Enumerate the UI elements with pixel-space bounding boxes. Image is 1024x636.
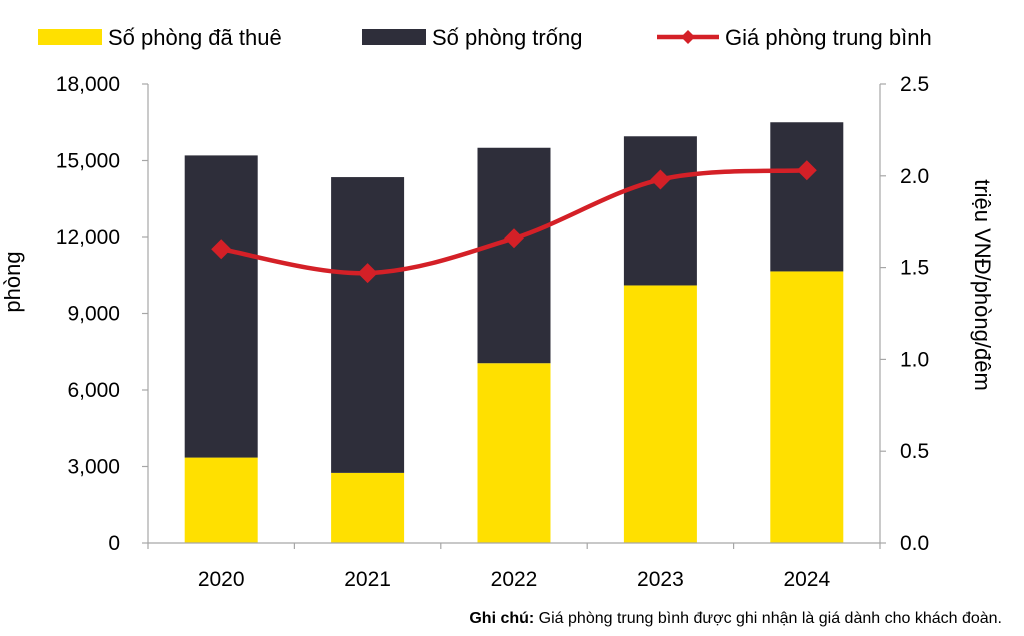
x-tick-label: 2021 [344,568,391,591]
price-line-series [211,160,817,284]
y-tick-label: 3,000 [67,456,120,479]
y2-tick-label: 0.5 [900,440,929,463]
price-point-2024 [796,160,817,181]
y-tick-label: 18,000 [56,73,120,96]
y-tick-label: 0 [108,532,120,555]
footnote-label: Ghi chú: [469,610,535,627]
axes: 0 3,000 6,000 9,000 12,000 15,000 18,000 0.0 0.5… [56,73,929,591]
bar-rented-2022 [477,363,551,543]
bars [184,122,844,543]
bar-vacant-2020 [184,155,258,458]
footnote-text: Giá phòng trung bình được ghi nhận là gi… [534,610,1002,627]
legend: Số phòng đã thuê Số phòng trống Giá phòng … [38,25,932,50]
bar-vacant-2022 [477,147,551,364]
y2-tick-label: 0.0 [900,532,929,555]
y2-tick-label: 1.0 [900,348,929,371]
legend-rented-swatch [38,29,102,45]
y-tick-label: 9,000 [67,303,120,326]
y2-tick-label: 2.5 [900,73,929,96]
x-tick-label: 2020 [198,568,245,591]
price-point-2020 [211,239,232,260]
legend-vacant-label: Số phòng trống [432,25,582,50]
price-point-2021 [357,263,378,284]
bar-rented-2023 [623,285,697,543]
price-point-2022 [504,228,524,249]
legend-price-label: Giá phòng trung bình [725,25,932,50]
chart: Số phòng đã thuê Số phòng trống Giá phòng … [0,25,995,591]
x-tick-label: 2024 [783,568,830,591]
legend-price: Giá phòng trung bình [657,25,932,50]
legend-rented: Số phòng đã thuê [38,25,282,50]
x-tick-label: 2022 [491,568,538,591]
y-axis-title: phòng [0,251,25,312]
x-tick-label: 2023 [637,568,684,591]
y2-tick-label: 1.5 [900,257,929,280]
bar-rented-2024 [770,271,844,543]
y-tick-label: 6,000 [67,379,120,402]
legend-vacant: Số phòng trống [362,25,582,50]
y-tick-label: 12,000 [56,226,120,249]
bar-rented-2020 [184,457,258,543]
bar-vacant-2024 [770,122,844,272]
y2-axis-title: triệu VNĐ/phòng/đêm [970,179,995,391]
y2-tick-label: 2.0 [900,165,929,188]
bar-vacant-2021 [331,177,405,473]
footnote: Ghi chú: Giá phòng trung bình được ghi n… [469,610,1002,628]
legend-price-swatch-marker [681,30,695,44]
legend-vacant-swatch [362,29,426,45]
price-point-2023 [650,169,671,190]
bar-vacant-2023 [623,136,697,286]
y-tick-label: 15,000 [56,150,120,173]
legend-rented-label: Số phòng đã thuê [108,25,282,50]
bar-rented-2021 [331,472,405,543]
